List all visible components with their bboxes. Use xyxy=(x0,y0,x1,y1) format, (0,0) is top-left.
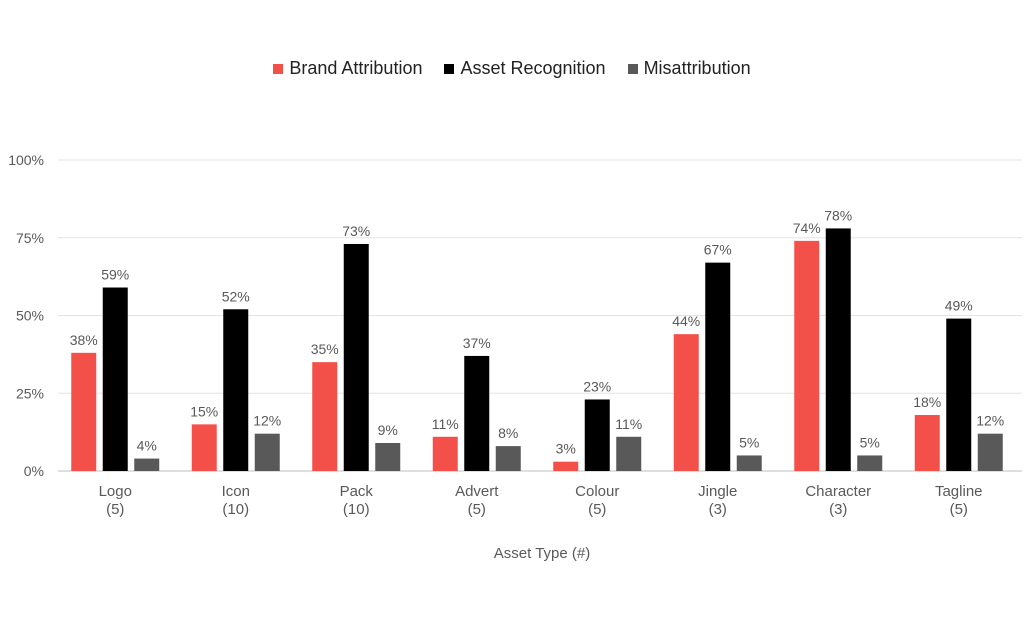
x-tick-label: Tagline xyxy=(935,483,983,500)
x-tick-label: Colour xyxy=(575,483,619,500)
y-tick-label: 50% xyxy=(16,308,44,324)
data-label: 4% xyxy=(137,438,157,454)
x-tick-label: Icon xyxy=(222,483,250,500)
x-axis-title: Asset Type (#) xyxy=(493,545,591,562)
y-tick-label: 0% xyxy=(24,463,44,479)
data-label: 78% xyxy=(824,207,852,223)
legend-label-asset-recognition: Asset Recognition xyxy=(460,58,606,78)
bar-misattribution xyxy=(495,446,521,471)
bar-misattribution xyxy=(254,433,280,471)
x-tick-label: Character xyxy=(805,483,871,500)
data-label: 67% xyxy=(704,242,732,258)
bar-asset-recognition xyxy=(825,228,851,471)
data-label: 11% xyxy=(432,416,459,432)
data-label: 23% xyxy=(583,378,611,394)
x-tick-label: Pack xyxy=(340,483,374,500)
bar-brand-attribution xyxy=(312,362,338,471)
bar-brand-attribution xyxy=(553,461,579,471)
data-label: 3% xyxy=(556,441,576,457)
data-label: 5% xyxy=(739,434,759,450)
legend-label-brand-attribution: Brand Attribution xyxy=(289,58,423,78)
y-tick-label: 75% xyxy=(16,230,44,246)
data-label: 52% xyxy=(222,288,250,304)
x-tick-sublabel: (3) xyxy=(829,501,847,518)
x-tick-sublabel: (5) xyxy=(468,501,486,518)
bar-brand-attribution xyxy=(71,352,97,471)
bar-misattribution xyxy=(134,458,160,471)
x-tick-label: Advert xyxy=(455,483,499,500)
data-label: 35% xyxy=(311,341,339,357)
bar-brand-attribution xyxy=(673,334,699,471)
bar-brand-attribution xyxy=(914,415,940,471)
bar-misattribution xyxy=(736,455,762,471)
bar-misattribution xyxy=(375,443,401,471)
bar-brand-attribution xyxy=(191,424,217,471)
legend-swatch-misattribution xyxy=(627,63,638,74)
data-label: 18% xyxy=(913,394,941,410)
x-tick-sublabel: (5) xyxy=(588,501,606,518)
bar-brand-attribution xyxy=(432,436,458,471)
data-label: 12% xyxy=(253,413,281,429)
bar-asset-recognition xyxy=(464,355,490,471)
bar-asset-recognition xyxy=(223,309,249,471)
x-tick-sublabel: (10) xyxy=(222,501,249,518)
data-label: 8% xyxy=(498,425,518,441)
data-label: 5% xyxy=(860,434,880,450)
data-label: 11% xyxy=(615,416,642,432)
x-tick-sublabel: (10) xyxy=(343,501,370,518)
x-tick-label: Jingle xyxy=(698,483,737,500)
data-label: 74% xyxy=(793,220,821,236)
bar-asset-recognition xyxy=(343,243,369,471)
data-label: 59% xyxy=(101,267,129,283)
legend-item-asset-recognition: Asset Recognition xyxy=(444,58,606,79)
data-label: 49% xyxy=(945,298,973,314)
x-tick-label: Logo xyxy=(99,483,132,500)
bar-asset-recognition xyxy=(946,318,972,471)
bar-asset-recognition xyxy=(584,399,610,471)
chart-legend: Brand Attribution Asset Recognition Misa… xyxy=(0,58,1024,79)
bar-misattribution xyxy=(977,433,1003,471)
data-label: 37% xyxy=(463,335,491,351)
bar-brand-attribution xyxy=(794,240,820,471)
legend-item-brand-attribution: Brand Attribution xyxy=(273,58,422,79)
data-label: 15% xyxy=(190,403,218,419)
bar-asset-recognition xyxy=(705,262,731,471)
data-label: 9% xyxy=(378,422,398,438)
data-label: 12% xyxy=(976,413,1004,429)
legend-swatch-brand-attribution xyxy=(273,63,284,74)
legend-label-misattribution: Misattribution xyxy=(643,58,751,78)
data-label: 73% xyxy=(342,223,370,239)
data-label: 44% xyxy=(672,313,700,329)
legend-swatch-asset-recognition xyxy=(444,63,455,74)
y-tick-label: 25% xyxy=(16,385,44,401)
legend-item-misattribution: Misattribution xyxy=(627,58,751,79)
x-tick-sublabel: (3) xyxy=(709,501,727,518)
bar-misattribution xyxy=(857,455,883,471)
data-label: 38% xyxy=(70,332,98,348)
bar-misattribution xyxy=(616,436,642,471)
x-tick-sublabel: (5) xyxy=(106,501,124,518)
y-tick-label: 100% xyxy=(8,152,44,168)
x-tick-sublabel: (5) xyxy=(950,501,968,518)
bar-asset-recognition xyxy=(102,287,128,471)
